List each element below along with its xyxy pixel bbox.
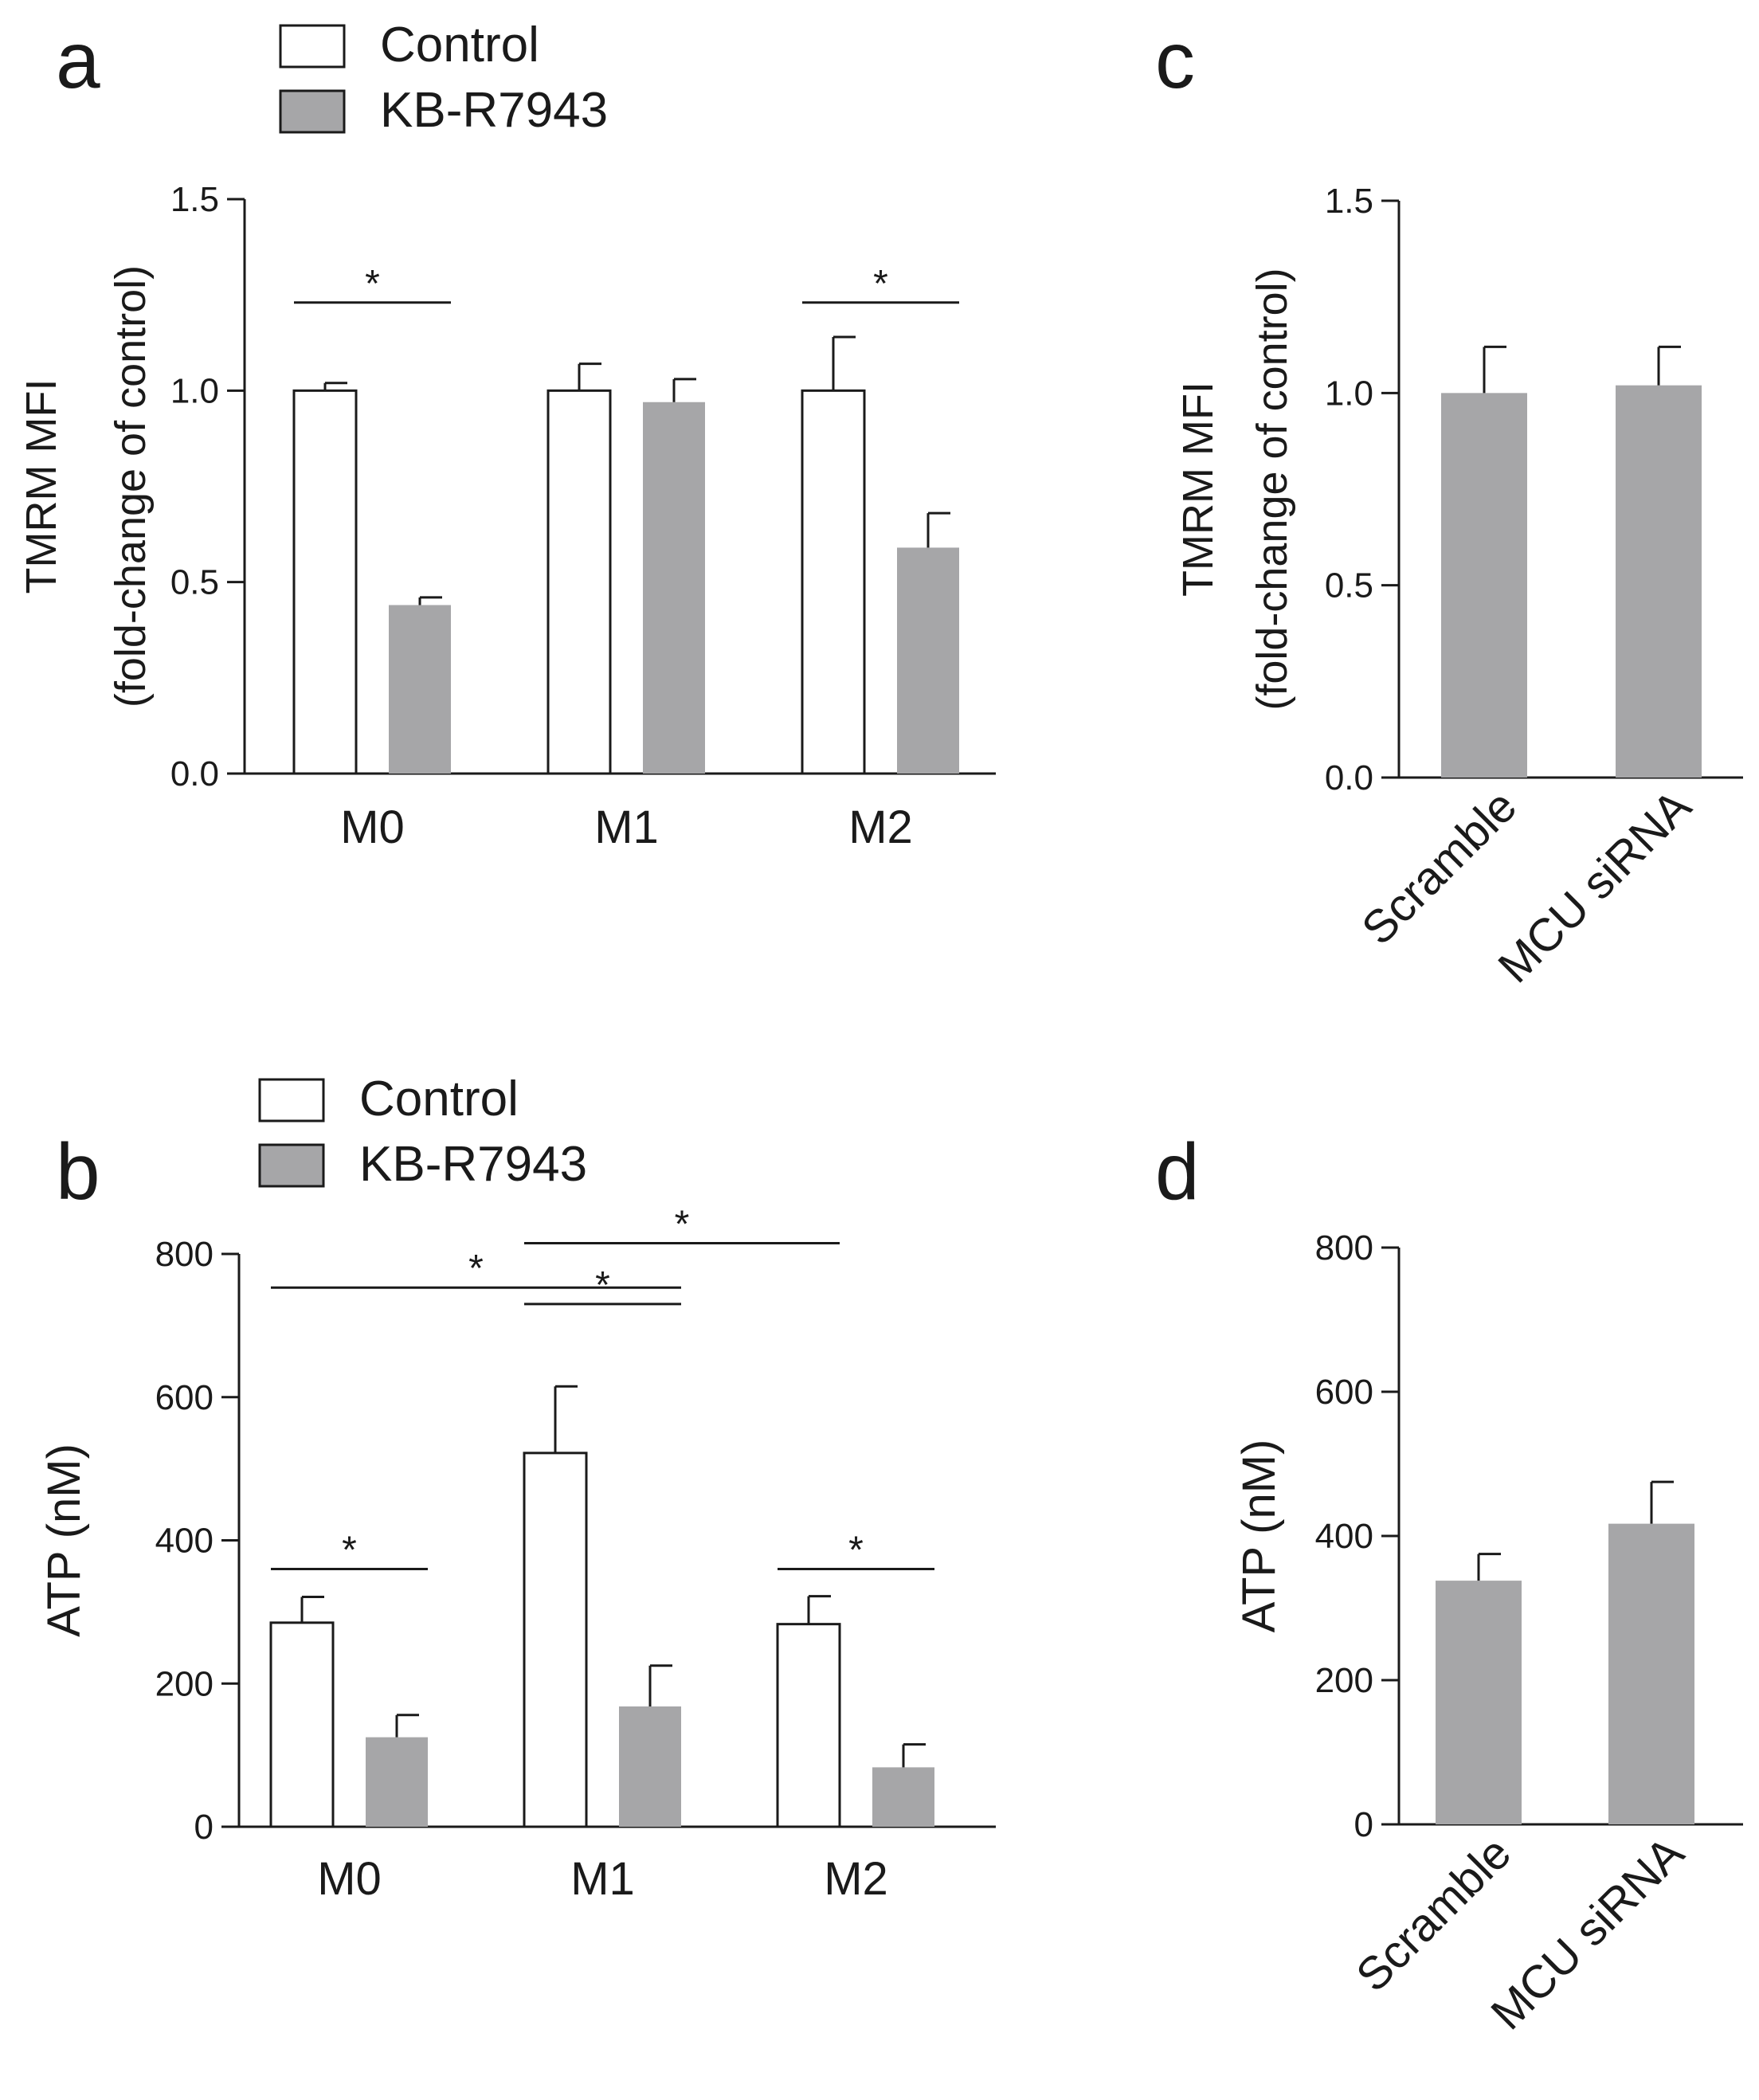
significance-star: * xyxy=(342,1529,357,1571)
y-tick-label: 1.0 xyxy=(1325,374,1373,413)
y-axis-label: TMRM MFI xyxy=(18,379,65,594)
y-tick-label: 400 xyxy=(155,1522,214,1561)
legend-label: KB-R7943 xyxy=(359,1137,587,1192)
bar-control xyxy=(523,1452,588,1828)
bar xyxy=(1436,1581,1522,1824)
bar-kb-r7943 xyxy=(366,1737,428,1827)
y-tick-label: 0 xyxy=(1354,1805,1373,1844)
y-axis-label: ATP (nM) xyxy=(1233,1440,1285,1633)
bar-control xyxy=(269,1621,335,1828)
legend-swatch-kb-r7943 xyxy=(258,1143,325,1188)
bar-kb-r7943 xyxy=(389,605,451,774)
panel-letter: b xyxy=(56,1127,100,1217)
x-tick-label: M2 xyxy=(848,801,913,853)
panel-c: c 0.0 0.5 1.0 1.5 TMRM MFI (fold-change of con… xyxy=(1155,16,1743,993)
bar xyxy=(1441,393,1527,778)
bar-control xyxy=(547,389,612,775)
bar-control xyxy=(776,1623,841,1828)
x-tick-label: Scramble xyxy=(1346,1827,1521,2001)
y-axis-label-line2: (fold-change of control) xyxy=(1248,268,1296,710)
y-tick-label: 200 xyxy=(155,1664,214,1703)
bar-control xyxy=(292,389,358,775)
y-tick-label: 0 xyxy=(194,1808,214,1847)
legend-label: Control xyxy=(380,18,539,72)
legend-swatch-control xyxy=(258,1078,325,1122)
legend-label: KB-R7943 xyxy=(380,83,608,138)
significance-star: * xyxy=(468,1248,484,1290)
y-tick-label: 0.5 xyxy=(1325,566,1373,605)
x-tick-label: M0 xyxy=(340,801,405,853)
y-tick-label: 400 xyxy=(1315,1517,1373,1556)
y-tick-label: 800 xyxy=(155,1235,214,1274)
x-tick-label: M1 xyxy=(594,801,659,853)
y-axis-label: ATP (nM) xyxy=(38,1444,90,1637)
bar xyxy=(1616,385,1702,778)
significance-star: * xyxy=(848,1529,864,1571)
legend-swatch-control xyxy=(279,24,346,69)
x-tick-label: Scramble xyxy=(1352,780,1526,954)
y-axis-label: TMRM MFI xyxy=(1174,382,1222,597)
panel-b: b 0 200 400 600 800 ATP (nM) M0 M1 M2 Control KB-R7… xyxy=(38,1072,996,1905)
y-tick-label: 1.5 xyxy=(170,180,219,219)
panel-letter: a xyxy=(56,16,100,105)
y-tick-label: 0.5 xyxy=(170,563,219,602)
x-tick-label: M1 xyxy=(570,1853,635,1905)
significance-star: * xyxy=(595,1264,610,1307)
bar xyxy=(1608,1523,1694,1824)
y-tick-label: 0.0 xyxy=(1325,758,1373,797)
bar-kb-r7943 xyxy=(872,1767,934,1827)
y-tick-label: 200 xyxy=(1315,1661,1373,1700)
significance-star: * xyxy=(873,263,888,305)
panel-a: a 0.0 0.5 1.0 1.5 TMRM MFI (fold-change of con… xyxy=(18,16,996,853)
y-tick-label: 800 xyxy=(1315,1228,1373,1267)
x-tick-label: M0 xyxy=(317,1853,382,1905)
significance-star: * xyxy=(365,263,380,305)
panel-letter: c xyxy=(1155,16,1195,105)
y-tick-label: 600 xyxy=(1315,1373,1373,1412)
legend-label: Control xyxy=(359,1072,519,1126)
bar-control xyxy=(801,389,866,775)
legend-swatch-kb-r7943 xyxy=(279,89,346,134)
bar-kb-r7943 xyxy=(643,402,705,774)
significance-star: * xyxy=(675,1204,690,1246)
panel-letter: d xyxy=(1155,1127,1200,1217)
y-axis-label-line2: (fold-change of control) xyxy=(107,265,155,707)
y-tick-label: 1.0 xyxy=(170,371,219,410)
bar-kb-r7943 xyxy=(619,1706,681,1827)
x-tick-label: M2 xyxy=(824,1853,888,1905)
y-tick-label: 600 xyxy=(155,1378,214,1417)
y-tick-label: 0.0 xyxy=(170,754,219,793)
bar-kb-r7943 xyxy=(897,547,959,774)
y-tick-label: 1.5 xyxy=(1325,182,1373,221)
